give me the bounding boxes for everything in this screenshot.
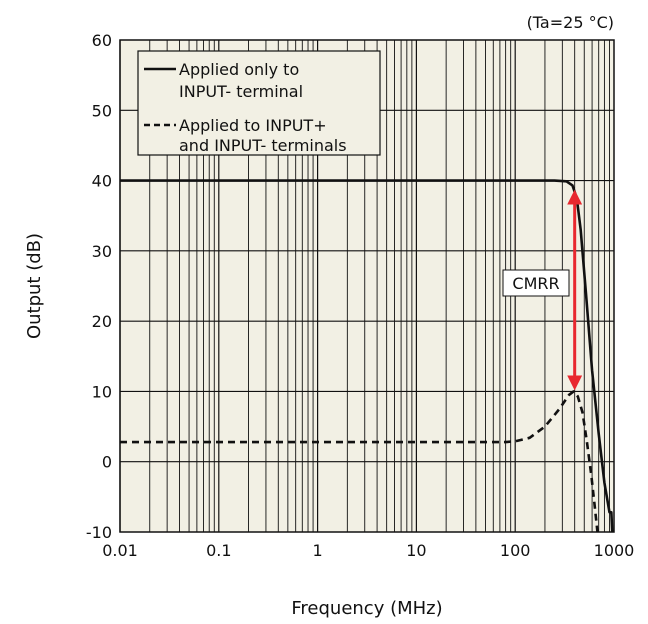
- legend-entry-dashed-line2: and INPUT- terminals: [179, 136, 347, 155]
- plot-frame: [119, 39, 615, 533]
- y-tick-label: 0: [102, 453, 112, 472]
- series-line-dashed: [120, 390, 599, 533]
- x-tick-label: 0.01: [102, 541, 138, 560]
- x-tick-label: 10: [406, 541, 426, 560]
- x-tick-label: 100: [500, 541, 531, 560]
- x-tick-label: 1000: [594, 541, 635, 560]
- y-tick-labels: -10 0 10 20 30 40 50 60: [86, 31, 112, 542]
- y-tick-label: 40: [92, 172, 112, 191]
- legend-box: [137, 50, 381, 156]
- series-layer: [120, 179, 614, 533]
- x-tick-label: 0.1: [206, 541, 231, 560]
- cmrr-label: CMRR: [512, 274, 559, 293]
- y-tick-label: 50: [92, 101, 112, 120]
- y-tick-label: 60: [92, 31, 112, 50]
- y-axis-title: Output (dB): [24, 233, 45, 339]
- x-tick-labels: 0.01 0.1 1 10 100 1000: [102, 541, 634, 560]
- legend: Applied only to INPUT- terminal Applied …: [137, 50, 381, 156]
- y-tick-label: 20: [92, 312, 112, 331]
- series-line-solid: [120, 179, 614, 533]
- cmrr-label-box: [502, 269, 570, 297]
- legend-entry-solid-line2: INPUT- terminal: [179, 82, 303, 101]
- legend-entry-dashed-line1: Applied to INPUT+: [179, 116, 327, 135]
- y-tick-label: 10: [92, 382, 112, 401]
- y-tick-label: -10: [86, 523, 112, 542]
- x-axis-title: Frequency (MHz): [291, 598, 442, 619]
- y-tick-label: 30: [92, 242, 112, 261]
- x-tick-label: 1: [313, 541, 323, 560]
- legend-entry-solid-line1: Applied only to: [179, 60, 299, 79]
- condition-label: (Ta=25 °C): [527, 13, 614, 32]
- cmrr-annotation: CMRR: [502, 189, 583, 391]
